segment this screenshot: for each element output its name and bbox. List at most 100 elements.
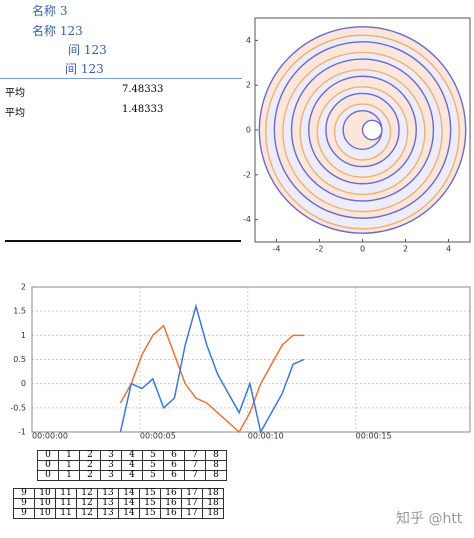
table-cell: 18 [202, 498, 224, 509]
table-cell: 0 [37, 460, 59, 471]
table-cell: 0 [37, 470, 59, 481]
y-tick-label: -4 [243, 215, 251, 224]
y-tick-label: 0.5 [13, 355, 26, 364]
y-tick-label: 0 [21, 379, 26, 388]
table-cell: 8 [205, 460, 227, 471]
x-tick-label: 00:00:10 [248, 432, 284, 441]
table-cell: 5 [142, 450, 164, 461]
table-cell: 5 [142, 460, 164, 471]
y-tick-label: 1.5 [13, 307, 26, 316]
table-cell: 15 [139, 508, 161, 519]
table-cell: 1 [58, 450, 80, 461]
table-cell: 4 [121, 470, 143, 481]
x-tick-label: 0 [360, 245, 365, 254]
y-tick-label: 2 [21, 283, 26, 292]
table-row: 9 10 11 12 13 14 15 16 17 18 [13, 488, 224, 499]
table-cell: 12 [76, 508, 98, 519]
table-cell: 0 [37, 450, 59, 461]
table-cell: 10 [34, 508, 56, 519]
info-item: 名称 3 [32, 4, 68, 18]
table-cell: 6 [163, 450, 185, 461]
data-table: 9 10 11 12 13 14 15 16 17 18 9 10 11 12 13 14 15 16 17 18 9 1… [13, 488, 224, 519]
table-cell: 6 [163, 460, 185, 471]
table-cell: 13 [97, 488, 119, 499]
table-cell: 15 [139, 488, 161, 499]
y-tick-label: 4 [246, 36, 251, 45]
row-label: 平均 [5, 88, 25, 99]
table-cell: 18 [202, 488, 224, 499]
y-tick-label: 1 [21, 331, 26, 340]
series-line [119, 303, 305, 435]
table-row: 9 10 11 12 13 14 15 16 17 18 [13, 508, 224, 519]
table-cell: 2 [79, 470, 101, 481]
y-tick-label: 0 [246, 126, 251, 135]
table-cell: 10 [34, 488, 56, 499]
spiral-core [361, 119, 383, 141]
row-value: 7.48333 [122, 84, 164, 95]
table-cell: 13 [97, 498, 119, 509]
table-cell: 14 [118, 508, 140, 519]
x-tick-label: 00:00:05 [140, 432, 176, 441]
table-row: 9 10 11 12 13 14 15 16 17 18 [13, 498, 224, 509]
table-cell: 9 [13, 498, 35, 509]
table-cell: 17 [181, 508, 203, 519]
x-tick-label: -2 [316, 245, 324, 254]
table-cell: 11 [55, 498, 77, 509]
table-cell: 18 [202, 508, 224, 519]
table-cell: 7 [184, 470, 206, 481]
y-tick-label: -2 [243, 170, 251, 179]
table-cell: 1 [58, 460, 80, 471]
table-cell: 8 [205, 470, 227, 481]
table-cell: 6 [163, 470, 185, 481]
plot-frame [31, 286, 471, 433]
table-cell: 15 [139, 498, 161, 509]
table-cell: 4 [121, 450, 143, 461]
table-cell: 11 [55, 488, 77, 499]
table-cell: 13 [97, 508, 119, 519]
info-item: 名称 123 [32, 24, 83, 38]
table-cell: 7 [184, 460, 206, 471]
x-tick-label: -4 [273, 245, 281, 254]
table-cell: 11 [55, 508, 77, 519]
table-cell: 16 [160, 498, 182, 509]
table-cell: 8 [205, 450, 227, 461]
table-cell: 12 [76, 498, 98, 509]
table-cell: 7 [184, 450, 206, 461]
table-cell: 2 [79, 450, 101, 461]
info-item: 间 123 [65, 62, 104, 76]
x-tick-label: 4 [446, 245, 451, 254]
info-item: 间 123 [68, 43, 107, 57]
x-tick-label: 2 [403, 245, 408, 254]
spiral [258, 26, 467, 234]
x-tick-label: 00:00:15 [356, 432, 392, 441]
watermark: 知乎 @htt [396, 511, 463, 527]
table-cell: 17 [181, 498, 203, 509]
table-cell: 4 [121, 460, 143, 471]
row-value: 1.48333 [122, 104, 164, 115]
y-tick-label: -1 [18, 428, 26, 437]
table-cell: 10 [34, 498, 56, 509]
table-cell: 1 [58, 470, 80, 481]
y-tick-label: -0.5 [10, 403, 26, 412]
table-cell: 16 [160, 488, 182, 499]
table-cell: 9 [13, 488, 35, 499]
table-cell: 17 [181, 488, 203, 499]
table-cell: 12 [76, 488, 98, 499]
table-cell: 2 [79, 460, 101, 471]
table-cell: 16 [160, 508, 182, 519]
separator [0, 78, 242, 79]
row-label: 平均 [5, 108, 25, 119]
table-cell: 3 [100, 470, 122, 481]
table-cell: 14 [118, 498, 140, 509]
table-cell: 3 [100, 450, 122, 461]
separator [5, 240, 241, 242]
y-tick-label: 2 [246, 81, 251, 90]
table-cell: 3 [100, 460, 122, 471]
x-tick-label: 00:00:00 [32, 432, 68, 441]
